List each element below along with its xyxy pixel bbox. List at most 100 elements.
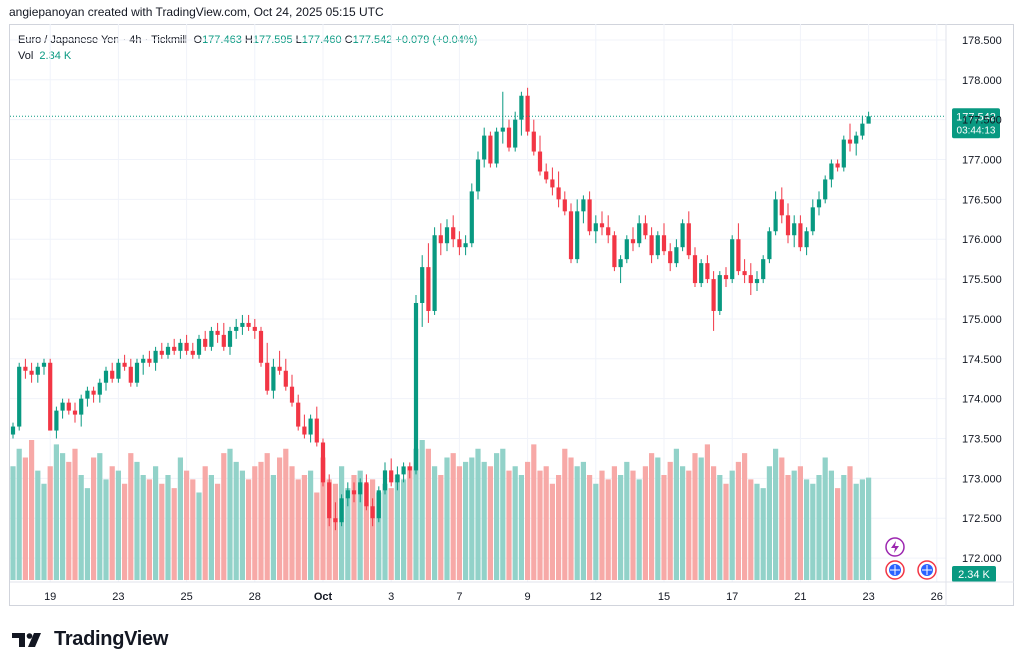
volume-bar xyxy=(196,492,202,580)
candle-body xyxy=(587,199,592,232)
candle xyxy=(637,215,642,248)
candle-body xyxy=(178,342,183,351)
candle xyxy=(97,378,102,403)
candle xyxy=(308,414,313,443)
volume-bar xyxy=(506,470,512,580)
volume-bar xyxy=(605,479,611,580)
price-tick-label: 177.000 xyxy=(962,155,1002,167)
volume-bar xyxy=(636,479,642,580)
candle-body xyxy=(54,410,59,431)
volume-bar xyxy=(835,488,841,580)
candle xyxy=(568,203,574,264)
candle-body xyxy=(469,191,474,244)
price-tick-label: 177.500 xyxy=(962,115,1002,127)
candle xyxy=(85,386,90,407)
volume-bar xyxy=(246,479,252,580)
candle xyxy=(779,187,784,224)
candle xyxy=(444,219,450,252)
volume-bar xyxy=(60,453,66,580)
candle xyxy=(587,191,592,236)
candle xyxy=(773,191,778,236)
candle xyxy=(847,123,853,152)
candle xyxy=(686,211,691,260)
candle-body xyxy=(494,131,499,164)
candle-body xyxy=(854,135,859,144)
candle xyxy=(606,215,611,244)
candle-body xyxy=(432,235,437,311)
candle xyxy=(407,462,412,479)
candle-body xyxy=(773,199,778,232)
candle-body xyxy=(637,223,642,244)
candle xyxy=(190,342,195,359)
volume-bar xyxy=(766,466,772,580)
time-tick-label: 21 xyxy=(794,591,806,603)
candle-body xyxy=(537,151,543,172)
candle-body xyxy=(730,239,735,280)
last-price-tag xyxy=(952,108,1000,139)
candle-body xyxy=(234,326,239,331)
candle-body xyxy=(841,139,846,168)
candle-body xyxy=(823,179,828,200)
candle xyxy=(413,295,419,475)
volume-bar xyxy=(351,475,357,580)
volume-bar xyxy=(425,448,431,580)
volume-bar xyxy=(134,461,140,580)
candle-body xyxy=(686,223,691,256)
candle-body xyxy=(556,187,561,200)
candle-body xyxy=(227,330,233,347)
volume-bar xyxy=(487,466,493,580)
candle-body xyxy=(382,470,388,491)
volume-bar xyxy=(177,457,183,580)
price-tick-label: 172.000 xyxy=(962,553,1002,565)
candle xyxy=(215,322,220,343)
volume-bar xyxy=(345,488,351,580)
volume-bar xyxy=(841,475,847,580)
candle-body xyxy=(810,207,815,232)
tradingview-logo[interactable]: TradingView xyxy=(12,628,168,651)
candle xyxy=(327,474,332,527)
candle-body xyxy=(10,426,16,435)
volume-bar xyxy=(859,479,865,580)
candle xyxy=(643,215,648,240)
candle-body xyxy=(134,362,140,383)
candle-body xyxy=(141,358,146,363)
candle xyxy=(91,386,96,403)
candle xyxy=(351,482,357,503)
candle xyxy=(525,87,530,136)
candle xyxy=(60,398,65,419)
candle xyxy=(692,247,698,288)
candle-body xyxy=(60,402,65,411)
candle-body xyxy=(48,362,53,431)
candle xyxy=(54,406,59,439)
candle xyxy=(320,438,326,487)
volume-bar xyxy=(252,466,258,580)
candle-body xyxy=(345,490,350,499)
volume-bar xyxy=(797,466,803,580)
candle-body xyxy=(599,223,605,228)
candle-body xyxy=(395,474,400,483)
time-tick-label: 25 xyxy=(180,591,192,603)
candle-body xyxy=(314,418,319,443)
price-tick-label: 175.500 xyxy=(962,274,1002,286)
price-tick-label: 176.500 xyxy=(962,194,1002,206)
candle-body xyxy=(525,95,530,132)
vol-label[interactable]: Vol xyxy=(18,50,34,62)
volume-bar xyxy=(649,453,655,580)
candle xyxy=(723,267,729,288)
volume-bar xyxy=(642,466,648,580)
volume-bar xyxy=(748,479,754,580)
economic-event-icon xyxy=(890,565,900,575)
price-tick-label: 178.000 xyxy=(962,75,1002,87)
candle xyxy=(172,338,177,355)
volume-bar xyxy=(221,453,227,580)
candle-body xyxy=(482,135,487,160)
candle xyxy=(29,362,34,383)
candle-body xyxy=(116,362,121,379)
volume-bar xyxy=(233,461,239,580)
candle xyxy=(432,227,437,315)
candle-body xyxy=(401,466,406,475)
candle-body xyxy=(97,382,102,395)
candle-body xyxy=(35,366,40,375)
last-price-label: 177.542 xyxy=(956,111,996,123)
